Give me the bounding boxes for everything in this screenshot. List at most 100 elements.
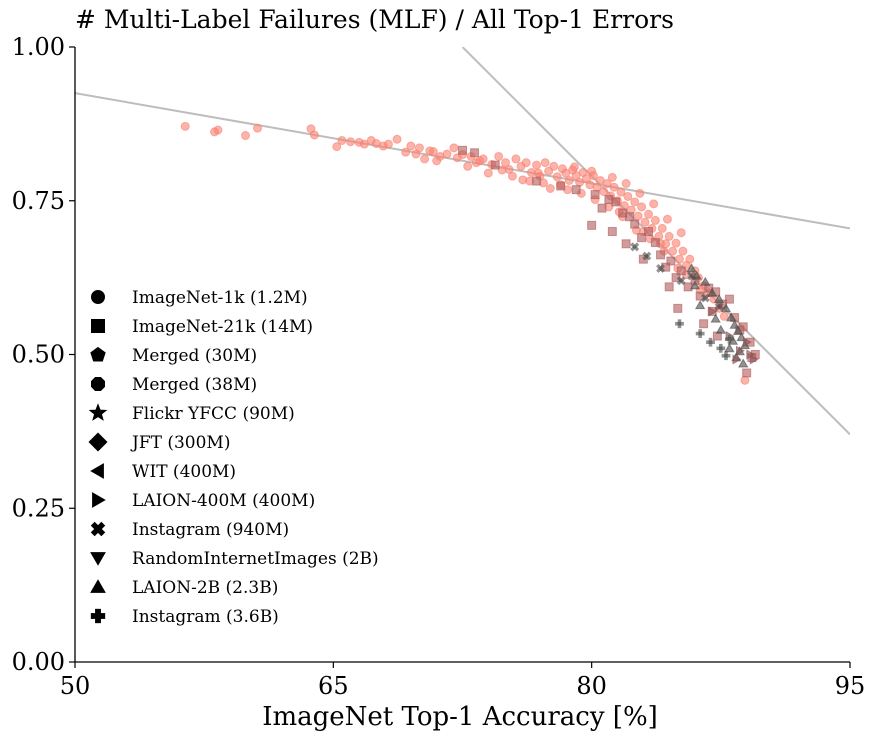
data-point	[676, 276, 686, 286]
data-point	[721, 351, 731, 361]
data-point	[716, 343, 726, 353]
legend-marker	[91, 290, 105, 304]
data-point	[359, 139, 369, 149]
data-point	[180, 121, 190, 131]
data-point	[676, 266, 686, 276]
data-point	[720, 303, 732, 313]
data-point	[401, 147, 411, 157]
data-point	[715, 324, 727, 334]
legend-label: Instagram (940M)	[132, 520, 289, 540]
data-point	[458, 145, 467, 155]
data-point	[253, 123, 263, 133]
data-point	[676, 228, 686, 238]
data-point	[673, 303, 683, 313]
data-point	[587, 220, 597, 230]
data-point	[664, 231, 674, 241]
legend-label: ImageNet-21k (14M)	[132, 317, 313, 337]
data-point	[675, 254, 684, 264]
data-point	[597, 203, 607, 213]
data-point	[497, 165, 507, 175]
data-point	[483, 168, 493, 178]
data-point	[623, 191, 633, 201]
data-point	[564, 175, 574, 185]
data-point	[644, 209, 653, 219]
legend: ImageNet-1k (1.2M) ImageNet-21k (14M) Merg…	[88, 288, 379, 627]
data-point	[406, 141, 416, 151]
data-point	[590, 190, 600, 200]
data-point	[621, 179, 631, 189]
data-point	[740, 375, 750, 385]
data-point	[494, 151, 504, 161]
data-point	[383, 139, 393, 149]
legend-label: WIT (400M)	[132, 462, 236, 482]
legend-label: Merged (38M)	[132, 375, 257, 395]
data-point	[420, 154, 430, 164]
data-point	[241, 131, 250, 141]
data-point	[545, 183, 555, 193]
legend-label: Instagram (3.6B)	[132, 607, 279, 627]
data-point	[664, 282, 674, 292]
data-point	[425, 146, 435, 156]
x-tick-label: 65	[318, 672, 349, 700]
data-point	[633, 211, 643, 221]
data-point	[621, 239, 631, 249]
data-point	[700, 276, 711, 286]
y-tick-label: 0.25	[12, 494, 65, 522]
data-point	[533, 168, 543, 178]
data-point	[452, 153, 462, 163]
data-point	[699, 319, 709, 329]
data-point	[650, 215, 660, 225]
legend-label: JFT (300M)	[130, 433, 230, 453]
data-point	[650, 238, 660, 248]
data-points	[180, 121, 760, 385]
trend-line	[75, 92, 850, 230]
data-point	[470, 148, 480, 158]
legend-label: Merged (30M)	[132, 346, 257, 366]
data-point	[630, 219, 640, 229]
data-point	[729, 319, 740, 329]
data-point	[675, 319, 684, 329]
data-point	[463, 161, 473, 171]
data-point	[607, 172, 617, 182]
data-point	[710, 313, 721, 323]
data-point	[332, 142, 342, 152]
data-point	[649, 199, 659, 209]
tick-labels: 50 65 80 95 0.00 0.25 0.50 0.75 1.00	[12, 33, 866, 700]
data-point	[725, 334, 734, 344]
data-point	[490, 160, 500, 170]
data-point	[611, 197, 621, 207]
y-tick-label: 1.00	[12, 33, 65, 61]
data-point	[640, 217, 650, 227]
data-point	[475, 156, 485, 166]
data-point	[609, 182, 619, 192]
data-point	[549, 161, 559, 171]
legend-marker	[90, 579, 106, 593]
data-point	[656, 263, 665, 273]
legend-marker	[88, 432, 108, 452]
data-point	[346, 137, 356, 147]
data-point	[607, 227, 617, 236]
data-point	[707, 287, 718, 297]
legend-marker	[92, 492, 106, 508]
legend-marker	[90, 552, 106, 566]
data-point	[738, 358, 749, 368]
data-point	[507, 171, 517, 181]
data-point	[552, 172, 562, 182]
data-point	[678, 246, 688, 256]
data-point	[371, 139, 381, 149]
data-point	[337, 135, 347, 145]
legend-marker	[90, 346, 106, 362]
data-point	[213, 125, 223, 135]
legend-label: LAION-400M (400M)	[132, 491, 315, 511]
data-point	[521, 158, 531, 168]
data-point	[602, 179, 612, 189]
data-point	[708, 306, 718, 317]
data-point	[532, 160, 542, 170]
x-axis-label: ImageNet Top-1 Accuracy [%]	[262, 702, 658, 732]
legend-label: ImageNet-1k (1.2M)	[132, 288, 308, 308]
data-point	[309, 130, 319, 140]
legend-label: LAION-2B (2.3B)	[132, 578, 278, 598]
legend-marker	[90, 521, 106, 537]
data-point	[569, 162, 579, 172]
